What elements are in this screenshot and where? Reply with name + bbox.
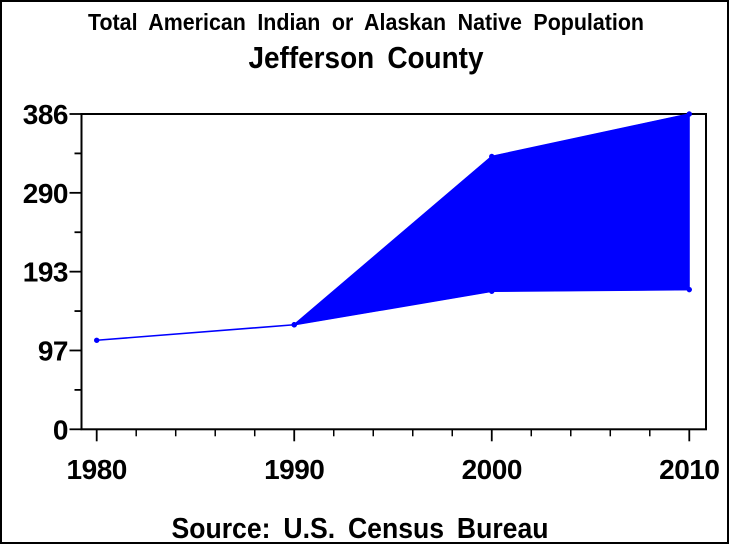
- data-point-marker: [94, 337, 100, 343]
- source-footnote: Source: U.S. Census Bureau: [172, 513, 549, 545]
- y-tick-label: 290: [23, 178, 68, 209]
- x-tick-label: 1990: [264, 454, 324, 485]
- y-tick-label: 0: [53, 414, 68, 445]
- x-tick-label: 2010: [659, 454, 719, 485]
- data-point-marker: [686, 286, 692, 293]
- chart-subtitle: Jefferson County: [249, 40, 485, 75]
- plot-series: [94, 111, 692, 343]
- x-axis: 1980 1990 2000 2010: [67, 429, 720, 485]
- x-tick-label: 1980: [67, 454, 127, 485]
- data-point-marker: [489, 288, 495, 294]
- data-point-marker: [686, 111, 692, 117]
- y-tick-label: 193: [23, 257, 68, 288]
- y-axis: 0 97 193 290 386: [23, 99, 82, 445]
- data-point-marker: [291, 322, 297, 328]
- chart-title: Total American Indian or Alaskan Native …: [88, 9, 644, 35]
- lower-series-line: [96, 288, 690, 342]
- y-tick-label: 97: [38, 335, 68, 366]
- y-tick-label: 386: [23, 99, 68, 130]
- data-point-marker: [489, 153, 495, 160]
- x-tick-label: 2000: [462, 454, 522, 485]
